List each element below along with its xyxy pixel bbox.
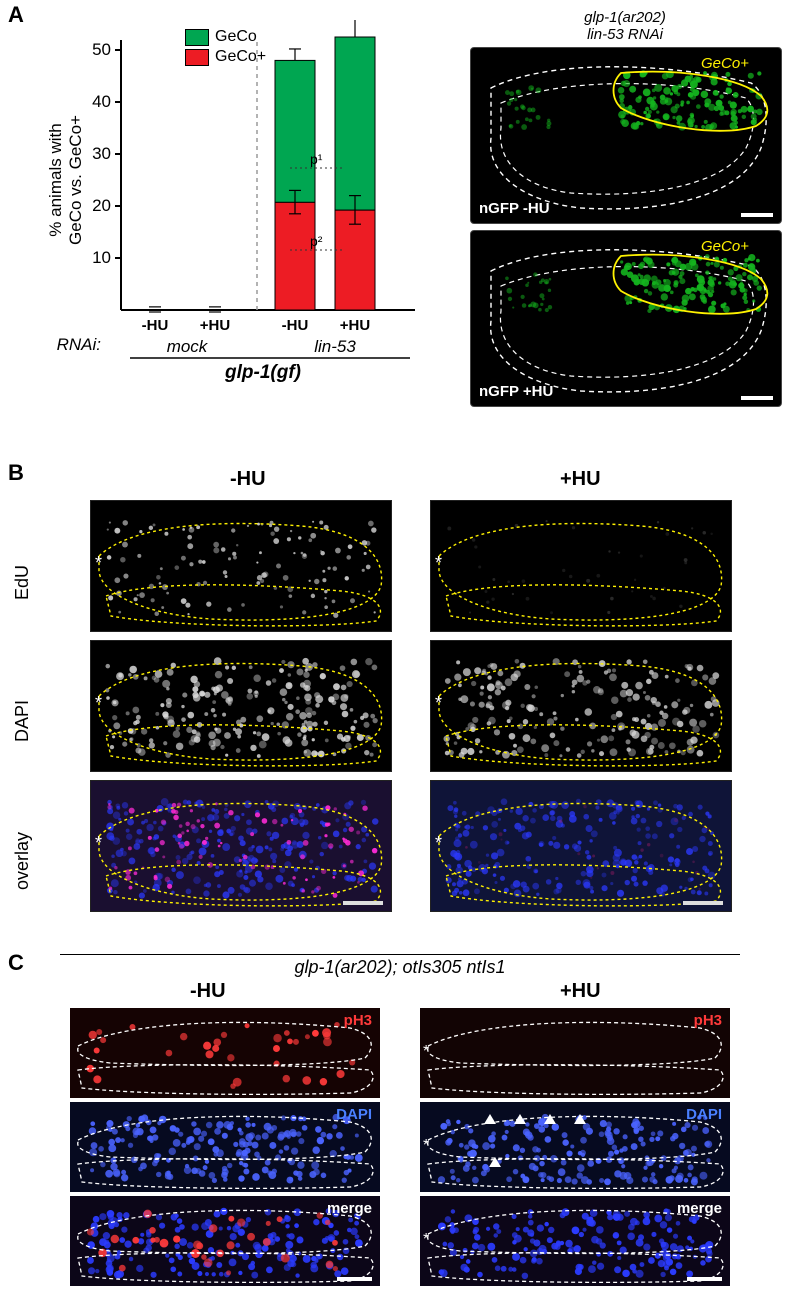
- micrograph-label: nGFP +HU: [479, 383, 553, 400]
- svg-text:% animals with: % animals with: [46, 123, 65, 236]
- panel-a-label: A: [8, 2, 24, 28]
- svg-text:glp-1(gf): glp-1(gf): [224, 362, 301, 383]
- legend-label: GeCo+: [215, 48, 266, 66]
- img-merge-plus: * merge: [420, 1196, 730, 1286]
- img-overlay-plus: *: [430, 780, 732, 912]
- scalebar: [683, 901, 723, 905]
- legend-swatch-geco: [185, 29, 209, 46]
- channel-tag: pH3: [344, 1012, 372, 1029]
- svg-text:40: 40: [92, 92, 111, 111]
- panel-c-label: C: [8, 950, 24, 976]
- micrograph-label: nGFP -HU: [479, 200, 550, 217]
- channel-tag: DAPI: [686, 1106, 722, 1123]
- svg-text:GeCo vs. GeCo+: GeCo vs. GeCo+: [66, 115, 85, 245]
- col-header-plus: +HU: [560, 468, 601, 491]
- svg-text:*: *: [435, 833, 442, 853]
- img-merge-minus: merge: [70, 1196, 380, 1286]
- scalebar: [343, 901, 383, 905]
- svg-text:*: *: [435, 553, 442, 573]
- panel-a-micrographs: glp-1(ar202) lin-53 RNAi GeCo+ nGFP -HU …: [470, 10, 780, 413]
- panel-a-chart: 10 20 30 40 50 -HU +HU -HU +HU p¹ p² % animals …: [35, 20, 435, 400]
- scalebar: [741, 213, 773, 217]
- genotype-header: glp-1(ar202): [584, 9, 666, 26]
- genotype: glp-1(ar202); otIs305 ntIs1: [60, 954, 740, 978]
- svg-text:10: 10: [92, 248, 111, 267]
- svg-text:RNAi:: RNAi:: [57, 335, 102, 354]
- img-dapi-minus: *: [90, 640, 392, 772]
- scalebar: [337, 1277, 372, 1281]
- legend-swatch-gecoplus: [185, 49, 209, 66]
- svg-text:*: *: [423, 1043, 429, 1060]
- svg-text:*: *: [95, 693, 102, 713]
- panel-b-label: B: [8, 460, 24, 486]
- svg-text:GeCo+: GeCo+: [701, 238, 749, 255]
- img-edu-minus: *: [90, 500, 392, 632]
- svg-text:*: *: [423, 1231, 429, 1248]
- micrograph-plus-hu: GeCo+ nGFP +HU: [470, 230, 782, 407]
- rnai-header: lin-53 RNAi: [587, 26, 663, 43]
- row-label-dapi: DAPI: [12, 700, 33, 742]
- col-header-plus: +HU: [560, 980, 601, 1003]
- img-ph3-plus: * pH3: [420, 1008, 730, 1098]
- svg-text:*: *: [95, 833, 102, 853]
- img-edu-plus: *: [430, 500, 732, 632]
- channel-tag: pH3: [694, 1012, 722, 1029]
- svg-text:30: 30: [92, 144, 111, 163]
- row-label-edu: EdU: [12, 565, 33, 600]
- channel-tag: merge: [677, 1200, 722, 1217]
- svg-text:+HU: +HU: [200, 317, 230, 334]
- col-header-minus: -HU: [190, 980, 226, 1003]
- micrograph-minus-hu: GeCo+ nGFP -HU: [470, 47, 782, 224]
- img-dapi-minus: DAPI: [70, 1102, 380, 1192]
- svg-text:GeCo+: GeCo+: [701, 55, 749, 72]
- chart-legend: GeCo GeCo+: [185, 26, 266, 68]
- svg-text:-HU: -HU: [142, 317, 169, 334]
- svg-text:-HU: -HU: [282, 317, 309, 334]
- channel-tag: merge: [327, 1200, 372, 1217]
- scalebar: [687, 1277, 722, 1281]
- svg-text:20: 20: [92, 196, 111, 215]
- svg-text:*: *: [423, 1137, 429, 1154]
- svg-text:p²: p²: [310, 233, 323, 249]
- img-dapi-plus: * DAPI: [420, 1102, 730, 1192]
- svg-text:p¹: p¹: [310, 151, 323, 167]
- scalebar: [741, 396, 773, 400]
- svg-text:*: *: [95, 553, 102, 573]
- svg-text:*: *: [435, 693, 442, 713]
- channel-tag: DAPI: [336, 1106, 372, 1123]
- svg-text:50: 50: [92, 40, 111, 59]
- img-ph3-minus: pH3: [70, 1008, 380, 1098]
- svg-text:lin-53: lin-53: [314, 337, 356, 356]
- svg-text:+HU: +HU: [340, 317, 370, 334]
- row-label-overlay: overlay: [12, 832, 33, 890]
- img-dapi-plus: *: [430, 640, 732, 772]
- svg-text:mock: mock: [167, 337, 209, 356]
- legend-label: GeCo: [215, 28, 257, 46]
- img-overlay-minus: *: [90, 780, 392, 912]
- col-header-minus: -HU: [230, 468, 266, 491]
